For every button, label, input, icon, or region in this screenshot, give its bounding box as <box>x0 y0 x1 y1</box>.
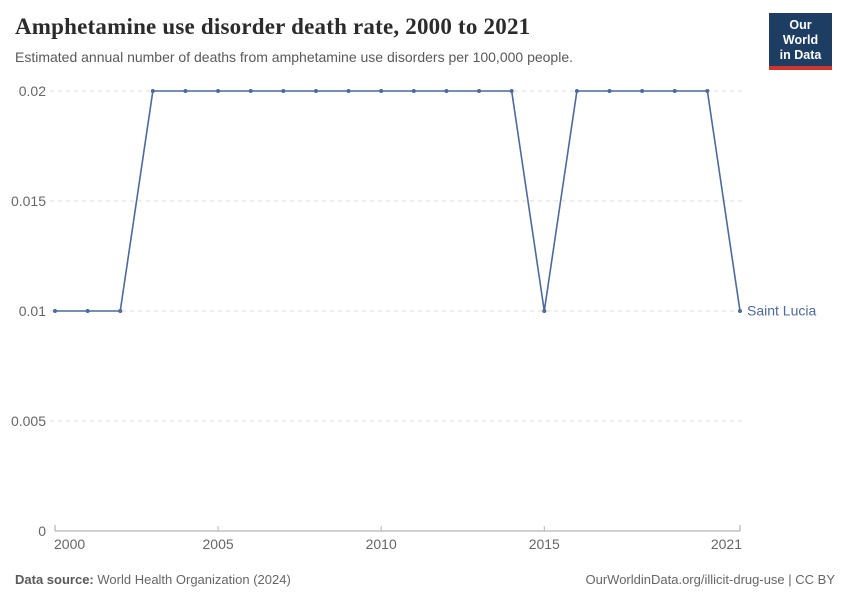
y-tick-label: 0.005 <box>11 413 46 429</box>
data-point <box>574 89 579 93</box>
data-point <box>509 89 514 93</box>
data-source-label: Data source: <box>15 572 94 587</box>
owid-logo-line1: Our World <box>782 18 819 47</box>
data-point <box>313 89 318 93</box>
chart-subtitle: Estimated annual number of deaths from a… <box>15 49 574 65</box>
data-point <box>53 309 57 313</box>
data-point <box>216 89 221 93</box>
data-point <box>379 89 384 93</box>
data-point <box>705 89 710 93</box>
data-point <box>85 309 90 313</box>
credit-line: OurWorldinData.org/illicit-drug-use | CC… <box>585 572 836 587</box>
data-point <box>607 89 612 93</box>
chart-footer: Data source: World Health Organization (… <box>15 572 835 587</box>
data-point <box>183 89 188 93</box>
x-tick-label: 2005 <box>203 536 234 552</box>
data-point <box>281 89 286 93</box>
y-tick-label: 0.02 <box>19 83 46 99</box>
data-point <box>444 89 449 93</box>
x-tick-label: 2000 <box>54 536 85 552</box>
data-point <box>150 89 155 93</box>
data-point <box>640 89 645 93</box>
data-point <box>411 89 416 93</box>
data-point <box>248 89 253 93</box>
owid-logo: Our World in Data <box>769 13 832 71</box>
entity-label: Saint Lucia <box>747 303 816 319</box>
data-point <box>672 89 677 93</box>
x-tick-label: 2021 <box>711 536 742 552</box>
series-line <box>55 90 741 312</box>
owid-logo-line2: in Data <box>779 47 822 62</box>
x-tick-label: 2015 <box>529 536 560 552</box>
y-tick-label: 0.01 <box>19 303 46 319</box>
chart-header: Amphetamine use disorder death rate, 200… <box>15 14 755 65</box>
y-tick-label: 0 <box>38 523 46 539</box>
data-point <box>346 89 351 93</box>
data-point <box>118 309 123 313</box>
chart-title: Amphetamine use disorder death rate, 200… <box>15 14 531 39</box>
x-tick-label: 2010 <box>366 536 397 552</box>
data-source-value: World Health Organization (2024) <box>97 572 291 587</box>
data-point <box>542 309 547 313</box>
y-tick-label: 0.015 <box>11 193 46 209</box>
data-source: Data source: World Health Organization (… <box>15 572 291 587</box>
data-point <box>477 89 482 93</box>
data-point <box>738 309 742 313</box>
